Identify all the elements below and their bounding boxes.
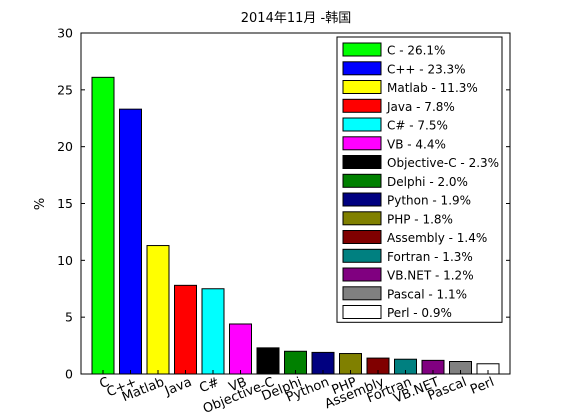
legend-swatch [342, 98, 382, 113]
y-tick-label: 10 [57, 253, 73, 268]
bar-c [119, 108, 142, 375]
bars [91, 76, 500, 375]
bar-matlab [146, 245, 170, 375]
bar-c [91, 76, 115, 375]
bar-vb [229, 323, 252, 375]
legend-swatch [342, 117, 382, 132]
y-tick-label: 0 [65, 367, 73, 382]
legend-entry-label: VB.NET - 1.2% [387, 269, 474, 283]
legend-swatch [342, 173, 382, 188]
y-tick-label: 15 [57, 196, 73, 211]
legend-entry-label: Delphi - 2.0% [387, 175, 468, 189]
y-tick-label: 25 [57, 82, 73, 97]
chart-title: 2014年11月 -韩国 [241, 11, 351, 26]
y-tick-label: 20 [57, 139, 73, 154]
legend-swatch [342, 230, 382, 244]
legend-swatch [342, 286, 382, 301]
y-tick-label: 5 [65, 310, 73, 325]
legend-entry-label: Objective-C - 2.3% [387, 156, 499, 170]
legend-swatch [342, 61, 382, 76]
x-tick-label: Java [162, 375, 194, 400]
x-tick-label: Perl [468, 375, 496, 398]
y-tick-label: 30 [57, 26, 73, 41]
legend-swatch [342, 136, 382, 151]
legend-swatch [342, 192, 382, 207]
legend-entry-label: VB - 4.4% [387, 137, 446, 151]
legend-entry-label: C++ - 23.3% [387, 62, 466, 76]
legend-entry-label: Java - 7.8% [386, 100, 455, 114]
legend-swatch [342, 155, 382, 169]
legend-entry-label: C - 26.1% [387, 44, 445, 58]
legend-swatch [342, 211, 382, 226]
y-axis: 0 5 10 15 20 25 30 [57, 26, 510, 382]
legend-entry-label: Fortran - 1.3% [387, 250, 473, 264]
legend-entry-label: Python - 1.9% [387, 194, 471, 208]
legend-entry-label: Pascal - 1.1% [387, 287, 467, 301]
legend-entry-label: Assembly - 1.4% [387, 231, 487, 245]
legend-swatch [342, 248, 382, 263]
x-tick-label: VB [227, 375, 249, 396]
legend-entry-label: PHP - 1.8% [387, 212, 453, 226]
legend: C - 26.1% C++ - 23.3% Matlab - 11.3% Java -… [336, 36, 503, 323]
legend-swatch [342, 305, 382, 319]
bar-java [174, 284, 197, 375]
legend-swatch [342, 267, 382, 282]
legend-entry-label: Perl - 0.9% [387, 306, 452, 320]
legend-entry-label: C# - 7.5% [387, 119, 448, 133]
legend-swatch [342, 80, 382, 94]
legend-entry-label: Matlab - 11.3% [387, 81, 478, 95]
bar-c [201, 288, 225, 375]
y-axis-label: % [33, 198, 48, 210]
x-tick-label: C# [197, 375, 221, 396]
legend-swatch [342, 42, 382, 57]
